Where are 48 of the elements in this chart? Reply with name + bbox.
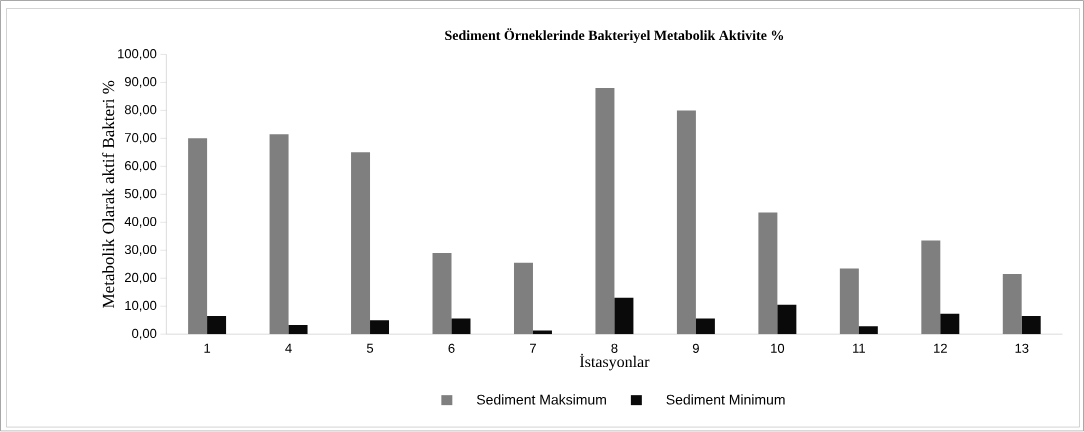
x-tick-label: 9 [692, 343, 699, 354]
bar [614, 298, 634, 335]
bar [288, 325, 308, 335]
y-tick-label: 50,00 [124, 189, 157, 200]
y-tick-label: 10,00 [125, 301, 157, 312]
bar [351, 152, 371, 335]
x-tick-label: 11 [853, 343, 865, 353]
bar [839, 268, 859, 335]
bar [513, 263, 533, 335]
x-tick-label: 7 [530, 343, 536, 353]
y-tick-label: 70,00 [125, 133, 157, 144]
y-tick-label: 20,00 [124, 273, 157, 284]
legend-label: Sediment Minimum [666, 394, 785, 405]
bar [676, 110, 696, 335]
bar [921, 240, 941, 335]
bar [777, 305, 797, 335]
bar [370, 320, 390, 335]
bar [432, 253, 452, 335]
x-tick-label: 5 [366, 343, 374, 353]
x-tick-label: 10 [771, 343, 785, 354]
y-tick-label: 40,00 [124, 217, 157, 228]
bar [858, 326, 878, 335]
bar [269, 134, 289, 335]
bar [595, 88, 615, 335]
bar [188, 138, 208, 335]
x-tick-label: 13 [1015, 343, 1029, 354]
y-tick-label: 30,00 [124, 245, 157, 256]
x-tick-label: 4 [285, 343, 292, 353]
y-axis-title: Metabolik Olarak aktif Bakteri % [102, 80, 115, 309]
y-tick-label: 100,00 [118, 49, 157, 61]
y-tick-label: 90,00 [124, 77, 157, 88]
bar [758, 212, 778, 335]
bar [695, 318, 715, 335]
bar [1002, 274, 1022, 335]
bar [451, 318, 471, 335]
x-tick-label: 1 [204, 343, 211, 353]
legend-label: Sediment Maksimum [476, 394, 606, 405]
x-tick-label: 6 [448, 343, 455, 354]
y-tick-label: 0,00 [132, 329, 157, 340]
y-tick-label: 60,00 [124, 161, 157, 172]
y-tick-label: 80,00 [124, 105, 157, 116]
bar [207, 316, 227, 335]
x-tick-label: 12 [934, 343, 947, 353]
x-tick-label: 8 [611, 343, 618, 354]
chart-title: Sediment Örneklerinde Bakteriyel Metabolik Aktivite % [445, 28, 784, 44]
x-axis-title: İstasyonlar [579, 353, 650, 371]
bar [1021, 316, 1041, 335]
bar [940, 313, 960, 335]
